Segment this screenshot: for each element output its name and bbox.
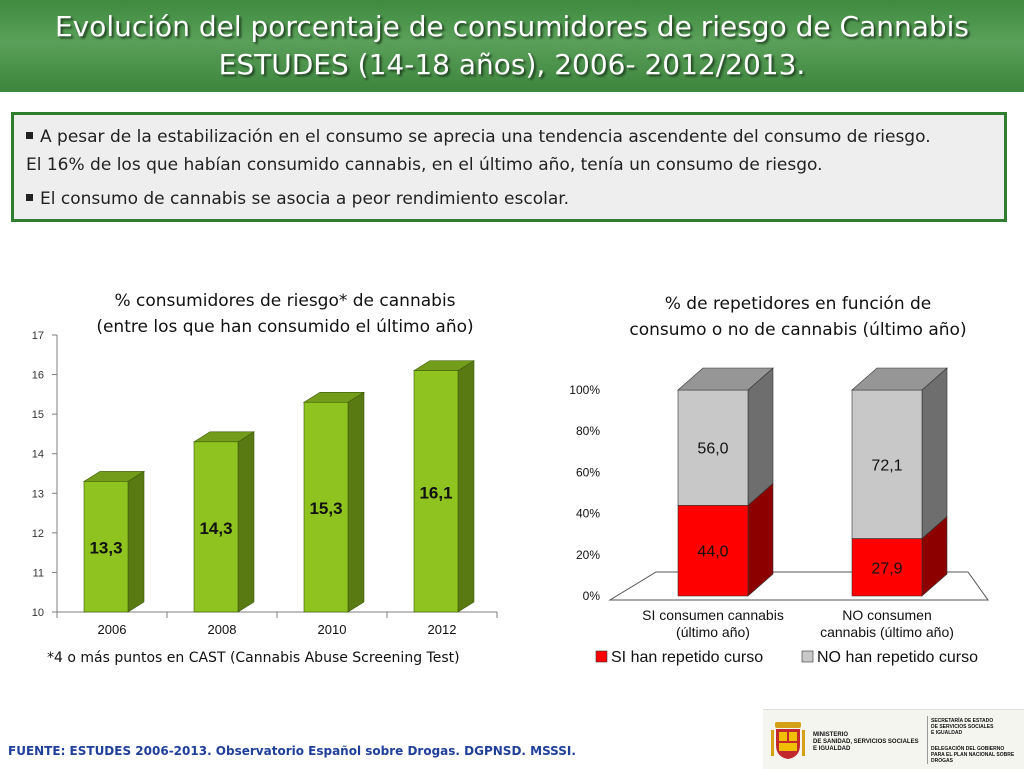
data-label-1-0: 27,9 [871, 560, 902, 577]
y-tick-label: 0% [583, 589, 601, 603]
y-tick-label: 12 [32, 528, 44, 540]
y-tick-label: 60% [576, 465, 600, 479]
chart1-title-line2: (entre los que han consumido el último a… [96, 317, 474, 337]
slide-title-line1: Evolución del porcentaje de consumidores… [54, 10, 970, 43]
y-tick-label: 80% [576, 424, 600, 438]
ministry-line2: DE SANIDAD, SERVICIOS SOCIALES [813, 739, 919, 745]
data-label-2006: 13,3 [89, 539, 122, 558]
secretaria-line3: E IGUALDAD [931, 730, 963, 736]
data-label-2010: 15,3 [309, 499, 342, 518]
chart2-title: % de repetidores en función de consumo o… [588, 291, 1008, 343]
chart1-title-line1: % consumidores de riesgo* de cannabis [114, 291, 456, 311]
x-tick-label: 2006 [98, 622, 127, 637]
secretaria-name: SECRETARÍA DE ESTADO DE SERVICIOS SOCIAL… [931, 718, 993, 736]
y-tick-label: 11 [33, 567, 44, 579]
bar-2006 [83, 481, 129, 613]
data-label-0-0: 44,0 [697, 544, 728, 561]
chart1-footnote: *4 o más puntos en CAST (Cannabis Abuse … [47, 650, 460, 666]
x-tick-label: 2012 [428, 622, 457, 637]
slide-title-line2: ESTUDES (14-18 años), 2006- 2012/2013. [218, 48, 806, 81]
bullet-square-icon [26, 193, 33, 201]
y-tick-label: 40% [576, 507, 600, 521]
segment-1-1 [851, 389, 923, 539]
finding-1-line1: A pesar de la estabilización en el consu… [40, 127, 931, 147]
x-tick-label: 2008 [208, 622, 237, 637]
bar-top-0 [677, 367, 774, 391]
finding-1: A pesar de la estabilización en el consu… [26, 123, 992, 179]
y-tick-label: 100% [569, 383, 600, 397]
segment-1-0 [851, 538, 923, 597]
ministry-name: MINISTERIO DE SANIDAD, SERVICIOS SOCIALE… [813, 732, 919, 753]
chart2-title-line2: consumo o no de cannabis (último año) [629, 320, 967, 340]
ministry-line1: MINISTERIO [813, 732, 849, 738]
legend-label-0: SI han repetido curso [611, 649, 763, 666]
bar-side-2012 [457, 360, 475, 613]
source-note: FUENTE: ESTUDES 2006-2013. Observatorio … [8, 744, 576, 758]
finding-2: El consumo de cannabis se asocia a peor … [26, 185, 992, 213]
segment-0-0 [677, 505, 749, 597]
data-label-2012: 16,1 [419, 483, 452, 502]
logo-divider [927, 716, 928, 764]
secretaria-line2: DE SERVICIOS SOCIALES [931, 724, 994, 730]
chart1-title: % consumidores de riesgo* de cannabis (e… [60, 288, 510, 340]
legend-swatch-1 [801, 650, 814, 663]
x-tick-label-line1: SI consumen cannabis [642, 607, 784, 623]
bar-side-2010 [347, 391, 365, 613]
bar-top-1 [851, 367, 948, 391]
y-tick-label: 20% [576, 548, 600, 562]
bullet-square-icon [26, 131, 33, 139]
bar-side-2006 [127, 470, 145, 613]
y-tick-label: 14 [32, 449, 44, 461]
chart2-title-line1: % de repetidores en función de [664, 294, 932, 314]
x-tick-label-line2: (último año) [676, 624, 750, 640]
bar-2010 [303, 401, 349, 613]
data-label-0-1: 56,0 [697, 441, 728, 458]
slide-header: Evolución del porcentaje de consumidores… [0, 0, 1024, 92]
risk-consumers-bar-chart: 10 11 12 13 14 15 16 17 13,3 2006 14,3 2008 15,3 2010… [32, 330, 498, 637]
x-tick-label-line1: NO consumen [842, 607, 931, 623]
delegacion-name: DELEGACIÓN DEL GOBIERNO PARA EL PLAN NAC… [931, 746, 1024, 764]
secretaria-line1: SECRETARÍA DE ESTADO [931, 718, 994, 724]
data-label-1-1: 72,1 [871, 457, 902, 474]
finding-1-line2: El 16% de los que habían consumido canna… [26, 155, 823, 175]
segment-side-0-1 [747, 367, 774, 507]
y-tick-label: 10 [32, 607, 44, 619]
delegacion-line1: DELEGACIÓN DEL GOBIERNO [931, 746, 1005, 752]
repeaters-stacked-bar-chart: 0% 20% 40% 60% 80% 100% 44,0 56,0 SI consumen ca… [569, 367, 989, 666]
finding-2-text: El consumo de cannabis se asocia a peor … [40, 189, 570, 209]
bar-2012 [413, 370, 459, 613]
ministry-logo: MINISTERIO DE SANIDAD, SERVICIOS SOCIALE… [763, 709, 1024, 769]
delegacion-line2: PARA EL PLAN NACIONAL SOBRE DROGAS [931, 752, 1015, 764]
segment-0-1 [677, 389, 749, 506]
key-findings-box: A pesar de la estabilización en el consu… [11, 112, 1007, 222]
data-label-2008: 14,3 [199, 519, 232, 538]
y-tick-label: 17 [32, 330, 44, 342]
legend-swatch-0 [595, 650, 608, 663]
bar-side-2008 [237, 431, 255, 613]
y-tick-label: 16 [32, 370, 44, 382]
y-tick-label: 13 [32, 488, 44, 500]
x-tick-label-line2: cannabis (último año) [820, 624, 954, 640]
y-tick-label: 15 [32, 409, 44, 421]
x-tick-label: 2010 [318, 622, 347, 637]
bar-2008 [193, 441, 239, 613]
ministry-line3: E IGUALDAD [813, 746, 851, 752]
segment-side-1-1 [921, 367, 948, 540]
legend-label-1: NO han repetido curso [817, 649, 978, 666]
coat-of-arms-icon [771, 722, 805, 759]
